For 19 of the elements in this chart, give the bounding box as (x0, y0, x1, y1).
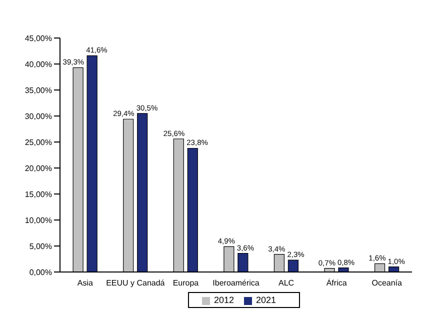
x-tick-label: ALC (278, 278, 294, 288)
y-tick-label: 0,00% (29, 268, 52, 277)
y-tick-label: 10,00% (24, 216, 52, 225)
x-tick-label: Oceanía (372, 278, 403, 288)
legend-label: 2012 (214, 295, 234, 305)
y-tick-label: 40,00% (24, 60, 52, 69)
y-tick-label: 35,00% (24, 86, 52, 95)
y-tick-label: 20,00% (24, 164, 52, 173)
y-tick-label: 45,00% (24, 34, 52, 43)
y-tick-label: 5,00% (29, 242, 52, 251)
y-tick-label: 25,00% (24, 138, 52, 147)
x-tick-label: África (326, 278, 348, 288)
x-tick-label: Iberoamérica (212, 278, 260, 288)
x-tick-label: Asia (77, 278, 94, 288)
x-tick-label: EEUU y Canadá (106, 278, 166, 288)
legend-label: 2021 (256, 295, 276, 305)
x-tick-label: Europa (172, 278, 200, 288)
y-tick-label: 30,00% (24, 112, 52, 121)
y-tick-label: 15,00% (24, 190, 52, 199)
